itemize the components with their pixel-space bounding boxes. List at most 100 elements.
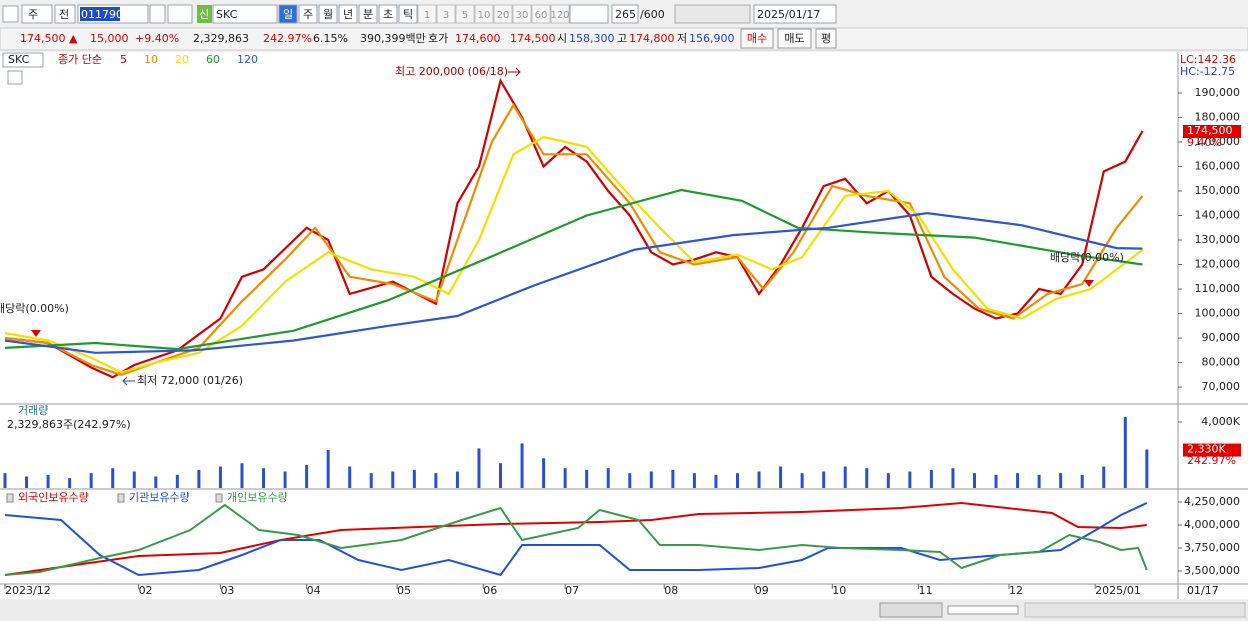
volume-bar <box>563 468 567 488</box>
period-label: 분 <box>363 8 373 21</box>
table-icon[interactable] <box>7 70 23 85</box>
volume-bar <box>1037 474 1041 488</box>
prev-button[interactable] <box>54 4 76 24</box>
date-input[interactable] <box>753 4 837 24</box>
period-label: 주 <box>303 8 313 21</box>
search-button[interactable] <box>149 4 166 24</box>
interval-button[interactable] <box>455 4 475 24</box>
symbol: SKC <box>8 53 30 66</box>
order-button[interactable] <box>815 28 837 49</box>
y-tick-label: 170,000 <box>1195 135 1241 148</box>
sound-button[interactable] <box>167 4 193 24</box>
period-label: 틱 <box>403 8 413 21</box>
y-tick-label: 140,000 <box>1195 209 1241 222</box>
volume-bar <box>757 471 761 488</box>
count-text: 265 <box>615 8 636 21</box>
period-button[interactable] <box>278 4 298 24</box>
period-label: 일 <box>283 7 293 21</box>
market-select[interactable] <box>21 4 53 24</box>
volume-bar <box>606 468 610 488</box>
code-text: 011790 <box>81 8 123 21</box>
period-button[interactable] <box>378 4 398 24</box>
volume-bar <box>585 469 589 488</box>
interval-label: 120 <box>550 10 569 21</box>
quote-item: 2,329,863 <box>193 32 249 45</box>
volume-bar <box>499 463 503 488</box>
volume-bar <box>822 471 826 488</box>
lc-label: LC:142.36 <box>1180 53 1236 66</box>
volume-ratio: 242.97% <box>1187 454 1236 467</box>
period-label: 초 <box>383 8 393 21</box>
legend-entry: 5 <box>120 53 127 66</box>
new-badge <box>197 5 212 23</box>
y-tick-label: 130,000 <box>1195 233 1241 246</box>
x-tick-label: 03 <box>220 584 234 597</box>
order-button[interactable] <box>740 28 774 49</box>
period-button[interactable] <box>338 4 358 24</box>
x-tick-label: 2025/01 <box>1095 584 1141 597</box>
dividend-marker <box>1084 280 1094 287</box>
x-tick-label: 07 <box>565 584 579 597</box>
last-value-box <box>1183 443 1241 457</box>
volume-bar <box>714 474 718 488</box>
x-tick-label: 04 <box>307 584 321 597</box>
legend-entry: 10 <box>144 53 158 66</box>
period-button[interactable] <box>398 4 418 24</box>
order-button[interactable] <box>777 28 812 49</box>
quote-bar <box>0 27 1248 51</box>
x-tick-label: 2023/12 <box>5 584 51 597</box>
interval-button[interactable] <box>474 4 494 24</box>
volume-bar <box>46 474 50 488</box>
view-tools[interactable] <box>1024 602 1246 618</box>
period-button[interactable] <box>358 4 378 24</box>
volume-bar <box>865 468 869 488</box>
interval-button[interactable] <box>512 4 532 24</box>
interval-button[interactable] <box>417 4 437 24</box>
series-line <box>4 188 1143 351</box>
volume-bar <box>800 473 804 488</box>
interval-button[interactable] <box>531 4 551 24</box>
volume-bar <box>240 463 244 488</box>
annotation: 최고 200,000 (06/18) <box>395 65 508 78</box>
interval-button[interactable] <box>436 4 456 24</box>
y-tick-label: 100,000 <box>1195 307 1241 320</box>
period-button[interactable] <box>298 4 318 24</box>
menu-icon[interactable] <box>2 5 19 23</box>
volume-bar <box>649 471 653 488</box>
interval-label: 10 <box>478 10 491 21</box>
quote-item: 호가 <box>428 32 448 45</box>
legend-swatch <box>215 493 223 503</box>
interval-button[interactable] <box>550 4 570 24</box>
interval-label: 60 <box>535 10 548 21</box>
x-tick-label: 08 <box>664 584 678 597</box>
y-tick-label: 110,000 <box>1195 282 1241 295</box>
legend-entry: 20 <box>175 53 189 66</box>
volume-bar <box>951 468 955 488</box>
series-line <box>4 501 1147 576</box>
volume-bar <box>283 471 287 488</box>
zoom-slider[interactable] <box>947 605 1019 615</box>
volume-bar <box>886 473 890 488</box>
period-label: 월 <box>323 8 333 21</box>
nav-buttons[interactable] <box>879 602 943 618</box>
period-button[interactable] <box>318 4 338 24</box>
low-arrow <box>122 376 135 386</box>
name-input[interactable] <box>212 4 278 24</box>
y-tick-label: 4,250,000 <box>1184 495 1240 508</box>
interval-select[interactable] <box>569 4 609 24</box>
volume-bar <box>369 473 373 488</box>
volume-bar <box>25 476 29 488</box>
y-tick-label: 70,000 <box>1202 380 1241 393</box>
volume-bar <box>1059 473 1063 488</box>
hc-label: HC:-12.75 <box>1180 65 1235 78</box>
interval-label: 1 <box>424 10 430 21</box>
stock-name: SKC <box>216 8 238 21</box>
tool-icons[interactable] <box>674 4 751 24</box>
volume-bar <box>1080 474 1084 488</box>
quote-item: 174,500 <box>510 32 556 45</box>
count-input[interactable] <box>611 4 639 24</box>
interval-button[interactable] <box>493 4 513 24</box>
y-tick-label: 80,000 <box>1202 356 1241 369</box>
